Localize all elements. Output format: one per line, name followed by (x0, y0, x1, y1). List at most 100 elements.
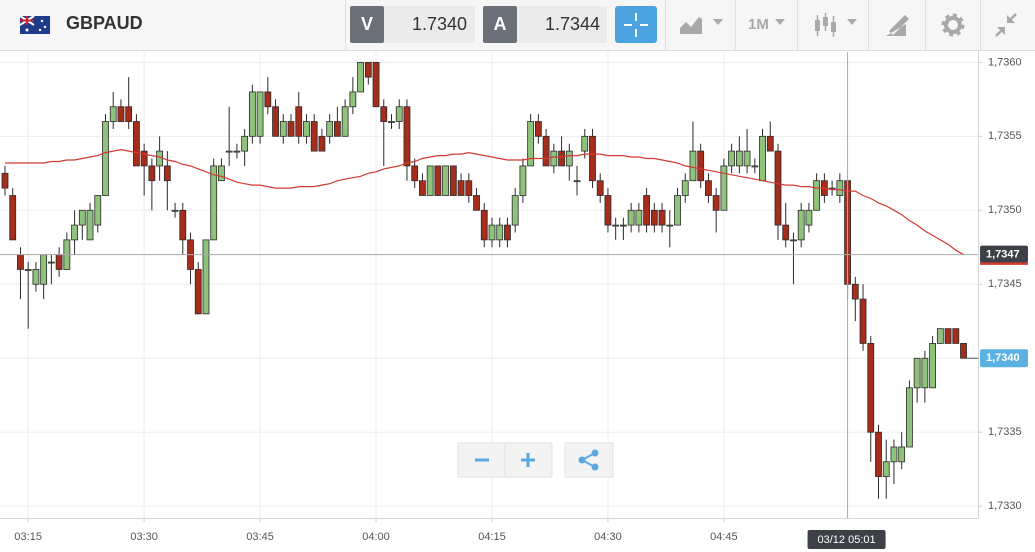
candle-style-button[interactable] (815, 13, 857, 37)
symbol: GBPAUD (66, 13, 143, 33)
candle-body (457, 180, 465, 196)
candle-body (264, 91, 272, 108)
sell-button[interactable] (350, 6, 384, 43)
y-tick-label: 1,7360 (988, 56, 1022, 68)
candle-body (797, 209, 805, 241)
share-button[interactable] (564, 442, 614, 478)
candle-body (32, 269, 40, 285)
buy-label[interactable]: A (494, 14, 507, 34)
candle-body (658, 209, 666, 226)
candle-body (210, 165, 218, 241)
candle-body (581, 135, 589, 152)
draw-button[interactable] (886, 15, 909, 36)
buy-button[interactable] (483, 6, 517, 43)
candle-body (256, 91, 264, 137)
candle-body (241, 135, 249, 152)
candle-body (94, 195, 102, 226)
candle-body (921, 357, 929, 389)
candle-body (449, 165, 457, 196)
label-layer: 1,7330 1,7335 1,7340 1,7345 1,7350 1,7355 1,73… (14, 56, 1028, 549)
candle-body (163, 165, 171, 182)
candle-body (604, 195, 612, 226)
candle-body (140, 150, 148, 167)
candle-body (728, 150, 736, 167)
x-tick-label: 04:00 (362, 531, 390, 543)
candle-body (109, 106, 117, 122)
candle-body (233, 150, 241, 153)
candle-body (620, 224, 627, 227)
y-tick-label: 1,7350 (988, 204, 1022, 216)
crosshair-time-box (807, 530, 886, 549)
sell-price-box[interactable] (384, 6, 475, 43)
candle-body (287, 121, 295, 137)
moving-average (5, 148, 964, 256)
candle-body (411, 165, 419, 182)
candle-body (179, 209, 187, 241)
candle-body (102, 121, 109, 196)
candle-body (635, 209, 643, 226)
candle-body (372, 61, 380, 108)
candle-body (774, 150, 782, 226)
candle-body (519, 165, 527, 196)
sell-label[interactable]: V (361, 14, 373, 34)
candle-body (395, 106, 403, 122)
candle-body (194, 269, 202, 315)
candle-body (295, 106, 303, 137)
candle-body (225, 150, 233, 153)
x-tick-label: 04:15 (478, 531, 506, 543)
candle-body (906, 387, 913, 448)
collapse-button[interactable] (995, 13, 1017, 37)
zoom-out-button[interactable] (457, 442, 506, 478)
candle-body (303, 121, 310, 137)
candle-body (565, 150, 573, 167)
candle-body (55, 254, 63, 270)
zoom-in-button[interactable] (504, 442, 553, 478)
candle-body (148, 165, 156, 182)
settings-button[interactable] (941, 13, 965, 37)
candle-body (643, 195, 650, 226)
candle-body (71, 224, 78, 241)
candle-body (674, 195, 681, 226)
candle-body (434, 165, 442, 196)
x-tick-label: 03:15 (14, 531, 42, 543)
candle-body (426, 165, 434, 196)
candle-body (380, 106, 388, 122)
candle-body (1, 172, 9, 189)
candle-body (705, 180, 712, 196)
buy-price-box[interactable] (517, 6, 607, 43)
y-tick-label: 1,7345 (988, 278, 1022, 290)
candle-body (272, 106, 279, 137)
chart-type-button[interactable] (680, 17, 723, 34)
candle-body (743, 150, 751, 167)
candle-body (859, 298, 867, 344)
mark-layer (0, 52, 978, 518)
sell-price[interactable]: 1.7340 (412, 14, 467, 34)
candle-body (573, 180, 581, 183)
candle-body (890, 446, 898, 463)
candle-body (388, 121, 395, 123)
candle-body (720, 165, 728, 211)
candle-body (936, 328, 944, 344)
candle-body (133, 121, 140, 167)
candle-body (473, 195, 480, 211)
candle-body (326, 121, 334, 137)
last-price-label: 1,7340 (986, 352, 1020, 364)
candle-body (867, 343, 875, 433)
crosshair-button[interactable] (615, 6, 657, 43)
candle-body (17, 254, 24, 270)
candle-body (929, 343, 936, 389)
candle-body (681, 180, 689, 196)
candle-body (171, 209, 179, 212)
candle-body (813, 180, 821, 211)
candle-body (202, 239, 210, 315)
timeframe[interactable]: 1M (748, 16, 769, 33)
timeframe-dropdown[interactable] (775, 19, 785, 25)
last-price-box (980, 349, 1028, 368)
candle-body (836, 180, 844, 196)
candle-body (689, 150, 697, 182)
candle-body (766, 135, 774, 152)
candle-body (666, 224, 674, 227)
buy-price[interactable]: 1.7344 (545, 14, 600, 34)
